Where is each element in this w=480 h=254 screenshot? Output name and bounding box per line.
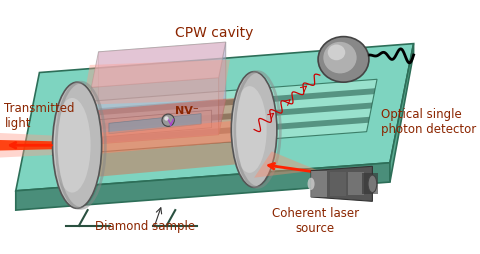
Polygon shape [83,60,230,105]
Polygon shape [91,42,226,87]
Ellipse shape [328,44,345,60]
Text: Diamond sample: Diamond sample [95,220,195,233]
Polygon shape [311,166,372,201]
Polygon shape [57,103,372,132]
Polygon shape [98,110,212,137]
Ellipse shape [308,178,314,190]
Ellipse shape [368,175,377,193]
Polygon shape [0,133,73,157]
Circle shape [164,116,168,121]
Text: Optical single
photon detector: Optical single photon detector [381,108,477,136]
Polygon shape [390,44,414,182]
Circle shape [162,114,174,126]
Ellipse shape [232,86,267,173]
Ellipse shape [318,37,369,82]
Polygon shape [16,163,390,210]
Polygon shape [109,114,201,134]
Polygon shape [52,79,377,155]
Text: CPW cavity: CPW cavity [176,26,254,40]
Polygon shape [330,171,346,196]
Polygon shape [91,42,226,87]
Polygon shape [91,78,218,144]
Ellipse shape [53,82,102,208]
Text: Transmitted
light: Transmitted light [4,102,75,130]
Polygon shape [0,140,73,151]
Text: NV⁻: NV⁻ [175,106,199,117]
Text: Coherent laser
source: Coherent laser source [272,207,359,235]
Polygon shape [16,44,414,191]
Polygon shape [254,151,346,182]
Polygon shape [362,173,378,194]
Polygon shape [77,119,254,156]
Ellipse shape [231,72,277,187]
Polygon shape [54,117,370,147]
Polygon shape [218,42,226,135]
Polygon shape [60,88,375,118]
Polygon shape [77,96,254,179]
Polygon shape [91,99,226,144]
Ellipse shape [54,98,91,193]
Ellipse shape [324,42,357,73]
Polygon shape [348,172,364,195]
Polygon shape [98,42,226,109]
Polygon shape [311,171,327,197]
